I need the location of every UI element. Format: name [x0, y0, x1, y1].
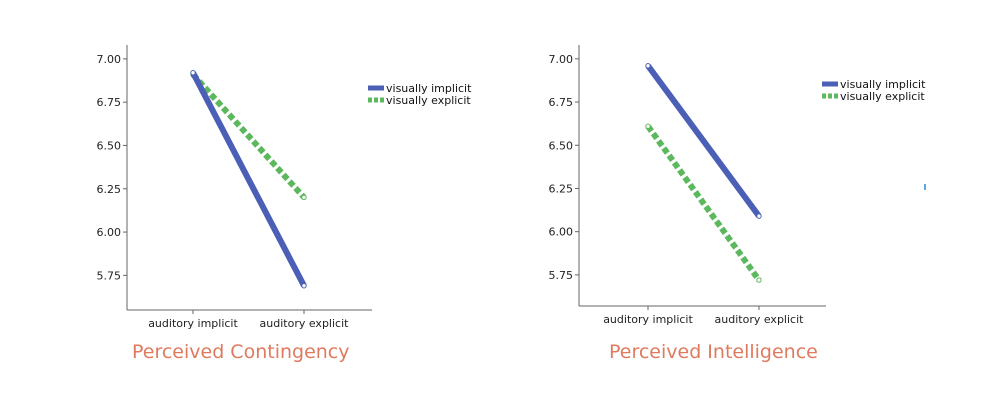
y-tick-label: 7.00	[97, 53, 122, 66]
data-point	[756, 213, 762, 219]
series-line-visually-implicit	[645, 63, 762, 218]
y-tick-label: 5.75	[97, 269, 122, 282]
data-point	[190, 70, 196, 76]
data-point	[756, 277, 762, 283]
y-tick-label: 6.25	[549, 182, 574, 195]
data-point	[301, 283, 307, 289]
edge-mark	[924, 184, 926, 190]
legend-label: visually explicit	[386, 94, 471, 107]
intelligence-chart: 5.75 6.00 6.25 6.50 6.75 7.00 auditory implici…	[549, 45, 926, 326]
series-line-visually-explicit	[645, 124, 762, 282]
legend-label: visually implicit	[840, 78, 926, 91]
y-tick-label: 6.25	[97, 183, 122, 196]
contingency-chart: 5.75 6.00 6.25 6.50 6.75 7.00 auditory implici…	[97, 45, 472, 330]
y-tick-label: 6.50	[549, 139, 574, 152]
y-tick-label: 5.75	[549, 269, 574, 282]
y-tick-label: 7.00	[549, 53, 574, 66]
chart-caption: Perceived Contingency	[132, 341, 350, 363]
chart-panel-intelligence: 5.75 6.00 6.25 6.50 6.75 7.00 auditory implici…	[500, 0, 1000, 417]
legend-label: visually explicit	[840, 90, 925, 103]
y-tick-label: 6.50	[97, 139, 122, 152]
chart-panel-contingency: 5.75 6.00 6.25 6.50 6.75 7.00 auditory implici…	[97, 45, 472, 363]
series-line-visually-explicit	[190, 72, 307, 200]
x-tick-label: auditory explicit	[260, 317, 350, 330]
y-tick-label: 6.75	[549, 96, 574, 109]
x-tick-label: auditory explicit	[715, 313, 805, 326]
data-point	[645, 63, 651, 69]
data-point	[301, 194, 307, 201]
data-point	[645, 123, 651, 129]
y-tick-label: 6.00	[97, 226, 122, 239]
y-tick-label: 6.00	[549, 226, 574, 239]
x-tick-label: auditory implicit	[603, 313, 693, 326]
series-line-visually-implicit	[190, 71, 307, 288]
x-tick-label: auditory implicit	[148, 317, 238, 330]
chart-caption: Perceived Intelligence	[609, 341, 818, 363]
legend-label: visually implicit	[386, 82, 472, 95]
y-tick-label: 6.75	[97, 96, 122, 109]
